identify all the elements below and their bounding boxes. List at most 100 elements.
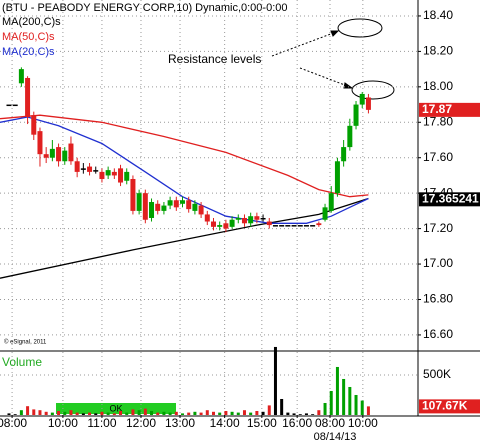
y-tick-label: 16.80 <box>423 292 453 306</box>
volume-bar <box>298 414 302 415</box>
volume-bar <box>335 366 339 415</box>
y-tick-label: 18.40 <box>423 8 453 22</box>
candle-body <box>303 225 309 227</box>
volume-tag-label: 107.67K <box>422 399 468 413</box>
candle-body <box>198 205 204 215</box>
legend-label: MA(20,C)s <box>2 46 55 58</box>
price-tag <box>419 192 480 207</box>
candle-body <box>161 205 167 211</box>
volume-bar <box>7 413 11 415</box>
candle-body <box>248 216 254 224</box>
volume-bar <box>156 412 160 415</box>
volume-bar <box>292 413 296 415</box>
volume-bar <box>106 412 110 415</box>
volume-bar <box>304 413 308 415</box>
navigator-label[interactable]: OK <box>109 403 122 413</box>
y-tick-label: 18.00 <box>423 79 453 93</box>
annotation: Resistance levels <box>168 52 261 66</box>
volume-bar <box>224 410 228 415</box>
volume-bar <box>75 412 79 415</box>
volume-bar <box>94 413 98 415</box>
volume-bar <box>26 406 30 415</box>
volume-bar <box>168 412 172 415</box>
candle-body <box>353 104 359 126</box>
volume-bar <box>150 410 154 415</box>
candle-body <box>105 170 111 176</box>
legend-label: MA(50,C)s <box>2 31 55 43</box>
ellipse <box>351 80 395 100</box>
volume-bar <box>162 411 166 415</box>
candle-body <box>254 216 260 220</box>
volume-bar <box>143 408 147 415</box>
volume-bar <box>360 400 364 415</box>
price-tag <box>419 102 480 117</box>
volume-bar <box>255 410 259 415</box>
volume-bar <box>63 411 67 415</box>
y-tick-label: 17.80 <box>423 114 453 128</box>
ma-line <box>0 197 369 279</box>
x-tick-label: 08:00 <box>315 416 345 430</box>
volume-bar <box>125 412 129 415</box>
y-tick-label: 500K <box>423 367 451 381</box>
candle-body <box>235 217 241 220</box>
candle-body <box>285 225 291 227</box>
volume-bar <box>199 412 203 415</box>
volume-bar <box>317 410 321 415</box>
volume-bar <box>348 386 352 415</box>
arrow <box>299 67 351 88</box>
candle-body <box>266 221 272 226</box>
x-tick-label: 15:00 <box>247 416 277 430</box>
chart-title: (BTU - PEABODY ENERGY CORP,10) Dynamic,0… <box>2 2 288 14</box>
volume-bar <box>193 411 197 415</box>
candle-body <box>192 203 198 211</box>
volume-bar <box>311 414 315 415</box>
volume-bar <box>81 413 85 415</box>
ellipse <box>337 18 383 38</box>
volume-bar <box>342 378 346 415</box>
candle-body <box>130 178 136 211</box>
y-tick-label: 17.20 <box>423 221 453 235</box>
candle-body <box>365 97 371 110</box>
candle-body <box>173 200 179 208</box>
volume-bar <box>273 346 277 415</box>
volume-bar <box>100 411 104 415</box>
volume-bar <box>242 410 246 415</box>
candle-body <box>204 214 210 222</box>
volume-bar <box>19 410 23 415</box>
volume-bar <box>112 413 116 415</box>
y-tick-label: 16.60 <box>423 327 453 341</box>
copyright: © eSignal, 2011 <box>4 339 47 346</box>
volume-bar <box>280 398 284 415</box>
candle-body <box>99 171 105 179</box>
candle-body <box>93 170 99 172</box>
volume-bar <box>267 405 271 415</box>
volume-bar <box>119 410 123 415</box>
volume-bar <box>230 411 234 415</box>
arrowhead <box>330 30 340 37</box>
navigator[interactable] <box>56 403 176 414</box>
volume-bar <box>174 411 178 415</box>
volume-bar <box>38 410 42 415</box>
volume-bar <box>366 406 370 415</box>
ma-line <box>0 114 369 198</box>
candle-body <box>25 77 31 117</box>
candle-body <box>56 147 62 162</box>
candle-body <box>341 147 347 162</box>
candle-body <box>37 131 43 155</box>
candle-body <box>223 223 229 229</box>
x-tick-label: 11:00 <box>87 416 116 430</box>
arrow <box>271 31 337 57</box>
volume-bar <box>181 413 185 415</box>
volume-bar <box>137 410 141 415</box>
volume-bar <box>286 412 290 415</box>
candle-body <box>49 148 55 158</box>
candle-body <box>279 225 285 227</box>
candle-body <box>322 207 328 220</box>
x-tick-label: 10:00 <box>348 416 378 430</box>
volume-bar <box>69 410 73 415</box>
volume-bar <box>44 411 48 415</box>
candle-body <box>167 200 173 206</box>
volume-bar <box>131 409 135 415</box>
candle-body <box>291 225 297 227</box>
date-label: 08/14/13 <box>314 431 357 443</box>
